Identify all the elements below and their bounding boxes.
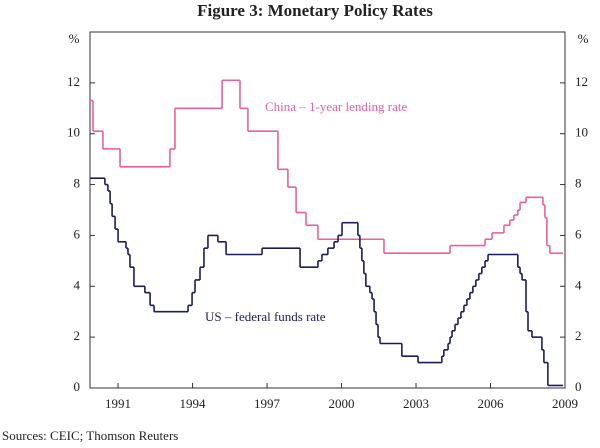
y2-tick-label: 0 bbox=[575, 379, 582, 394]
plot-frame bbox=[89, 31, 566, 389]
y-tick-label: 10 bbox=[67, 125, 80, 140]
y-tick-label: 0 bbox=[74, 379, 81, 394]
x-tick-label: 1991 bbox=[105, 396, 131, 411]
y-tick-label: 2 bbox=[74, 328, 81, 343]
y-tick-label: 12 bbox=[67, 74, 80, 89]
y2-tick-label: 8 bbox=[575, 176, 582, 191]
source-note: Sources: CEIC; Thomson Reuters bbox=[2, 428, 178, 443]
y-unit-right: % bbox=[578, 31, 589, 46]
y2-tick-label: 6 bbox=[575, 226, 582, 241]
y-tick-label: 4 bbox=[74, 277, 81, 292]
x-tick-label: 2003 bbox=[403, 396, 429, 411]
y2-tick-label: 10 bbox=[575, 125, 588, 140]
series-label: China – 1-year lending rate bbox=[265, 99, 407, 114]
x-tick-label: 1994 bbox=[180, 396, 207, 411]
chart-title: Figure 3: Monetary Policy Rates bbox=[197, 1, 433, 20]
y2-tick-label: 12 bbox=[575, 74, 588, 89]
y2-tick-label: 4 bbox=[575, 277, 582, 292]
x-tick-label: 2009 bbox=[552, 396, 578, 411]
y2-tick-label: 2 bbox=[575, 328, 582, 343]
y-tick-label: 8 bbox=[74, 176, 81, 191]
x-tick-label: 1997 bbox=[254, 396, 281, 411]
y-unit-left: % bbox=[69, 31, 80, 46]
series-label: US – federal funds rate bbox=[205, 309, 326, 324]
y-tick-label: 6 bbox=[74, 226, 81, 241]
x-tick-label: 2000 bbox=[329, 396, 355, 411]
x-tick-label: 2006 bbox=[478, 396, 505, 411]
